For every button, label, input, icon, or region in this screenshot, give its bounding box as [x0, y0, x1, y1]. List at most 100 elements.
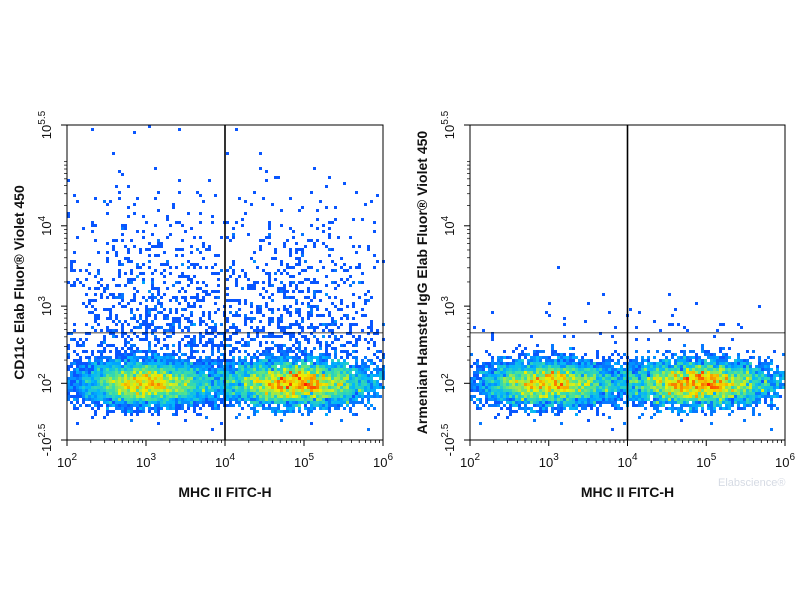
density-bin	[554, 380, 557, 383]
density-bin	[304, 389, 307, 392]
density-bin	[235, 332, 238, 335]
density-bin	[133, 362, 136, 365]
density-bin	[235, 380, 238, 383]
density-bin	[566, 404, 569, 407]
density-bin	[542, 374, 545, 377]
density-bin	[689, 356, 692, 359]
density-bin	[247, 233, 250, 236]
density-bin	[94, 410, 97, 413]
density-bin	[689, 392, 692, 395]
density-bin	[103, 338, 106, 341]
density-bin	[205, 368, 208, 371]
density-bin	[127, 377, 130, 380]
density-bin	[710, 356, 713, 359]
density-bin	[482, 329, 485, 332]
density-bin	[298, 404, 301, 407]
density-bin	[683, 365, 686, 368]
density-bin	[485, 386, 488, 389]
density-bin	[151, 368, 154, 371]
density-bin	[157, 362, 160, 365]
density-bin	[677, 407, 680, 410]
density-bin	[647, 362, 650, 365]
density-bin	[668, 407, 671, 410]
x-tick-label: 104	[618, 452, 638, 470]
density-bin	[139, 302, 142, 305]
density-bin	[235, 374, 238, 377]
density-bin	[370, 326, 373, 329]
density-bin	[163, 263, 166, 266]
density-bin	[557, 407, 560, 410]
density-bin	[319, 323, 322, 326]
density-bin	[608, 362, 611, 365]
density-bin	[247, 395, 250, 398]
density-bin	[280, 350, 283, 353]
density-bin	[743, 371, 746, 374]
density-bin	[319, 353, 322, 356]
density-bin	[226, 365, 229, 368]
density-bin	[545, 356, 548, 359]
density-bin	[590, 365, 593, 368]
density-bin	[130, 299, 133, 302]
density-bin	[265, 335, 268, 338]
density-bin	[473, 371, 476, 374]
density-bin	[557, 398, 560, 401]
density-bin	[325, 293, 328, 296]
density-bin	[701, 368, 704, 371]
density-bin	[704, 365, 707, 368]
density-bin	[283, 269, 286, 272]
density-bin	[611, 377, 614, 380]
density-bin	[91, 326, 94, 329]
density-bin	[515, 371, 518, 374]
density-bin	[220, 368, 223, 371]
density-bin	[289, 311, 292, 314]
density-bin	[740, 389, 743, 392]
density-bin	[319, 347, 322, 350]
density-bin	[653, 413, 656, 416]
density-bin	[121, 395, 124, 398]
density-bin	[265, 356, 268, 359]
density-bin	[202, 404, 205, 407]
density-bin	[289, 356, 292, 359]
density-bin	[328, 233, 331, 236]
density-bin	[112, 374, 115, 377]
density-bin	[716, 362, 719, 365]
density-bin	[518, 401, 521, 404]
density-bin	[208, 392, 211, 395]
density-bin	[100, 398, 103, 401]
density-bin	[584, 407, 587, 410]
density-bin	[340, 404, 343, 407]
density-bin	[121, 326, 124, 329]
density-bin	[758, 362, 761, 365]
density-bin	[334, 320, 337, 323]
density-bin	[145, 311, 148, 314]
density-bin	[163, 371, 166, 374]
density-bin	[130, 269, 133, 272]
density-bin	[199, 317, 202, 320]
density-bin	[316, 326, 319, 329]
density-bin	[145, 329, 148, 332]
density-bin	[755, 389, 758, 392]
density-bin	[73, 371, 76, 374]
density-bin	[334, 356, 337, 359]
density-bin	[623, 353, 626, 356]
density-bin	[337, 377, 340, 380]
density-bin	[256, 368, 259, 371]
density-bin	[103, 374, 106, 377]
density-bin	[121, 335, 124, 338]
density-bin	[683, 383, 686, 386]
density-bin	[497, 401, 500, 404]
density-bin	[656, 410, 659, 413]
density-bin	[569, 401, 572, 404]
density-bin	[731, 395, 734, 398]
density-bin	[232, 392, 235, 395]
density-bin	[557, 356, 560, 359]
density-bin	[482, 404, 485, 407]
density-bin	[133, 278, 136, 281]
density-bin	[169, 326, 172, 329]
density-bin	[208, 356, 211, 359]
density-bin	[608, 392, 611, 395]
density-bin	[653, 371, 656, 374]
density-bin	[340, 383, 343, 386]
density-bin	[584, 398, 587, 401]
density-bin	[659, 383, 662, 386]
